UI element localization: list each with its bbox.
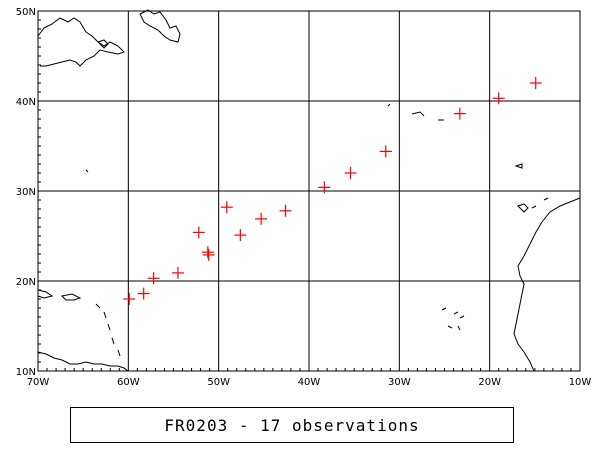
observation-marker — [123, 293, 136, 305]
caption-box: FR0203 - 17 observations — [70, 407, 514, 443]
lon-tick-label: 50W — [207, 377, 230, 388]
coastline-south-america — [37, 351, 129, 372]
caption-text: FR0203 - 17 observations — [164, 415, 420, 435]
observation-marker — [529, 77, 542, 89]
lon-tick-label: 30W — [388, 377, 411, 388]
observation-marker — [234, 229, 247, 242]
observation-marker — [202, 248, 215, 261]
map-frame — [37, 10, 581, 372]
coastline-cape-breton — [97, 39, 109, 49]
observation-marker — [453, 107, 466, 120]
observation-marker — [344, 167, 357, 179]
coastline-madeira — [514, 163, 523, 169]
observation-marker — [192, 226, 205, 239]
observation-marker — [147, 272, 160, 285]
coastlines — [37, 9, 581, 372]
coastline-cape-verde — [441, 307, 465, 331]
coastline-bermuda — [85, 169, 89, 173]
axis-labels: 70W 60W 50W 40W 30W 20W 10W 10N 20N 30N 40N 50N — [16, 7, 592, 388]
observation-markers — [123, 77, 542, 305]
observation-marker — [318, 181, 331, 194]
coastline-africa — [513, 197, 581, 372]
lon-tick-label: 10W — [569, 377, 592, 388]
coastline-azores — [387, 103, 444, 121]
lat-tick-label: 40N — [16, 97, 36, 108]
observation-marker — [492, 92, 505, 105]
lon-tick-label: 60W — [117, 377, 140, 388]
lat-tick-label: 10N — [16, 367, 36, 378]
coastline-caribbean-islands — [37, 289, 121, 357]
lon-tick-label: 70W — [27, 377, 50, 388]
lon-tick-label: 40W — [298, 377, 321, 388]
observation-marker — [137, 287, 150, 300]
coastline-canaries — [517, 197, 549, 213]
lon-tick-label: 20W — [478, 377, 501, 388]
lat-tick-label: 30N — [16, 187, 36, 198]
graticule — [38, 11, 580, 371]
observation-marker — [379, 145, 392, 158]
observation-marker — [255, 212, 268, 225]
lat-tick-label: 20N — [16, 277, 36, 288]
coastline-northeast-america — [37, 17, 125, 67]
coastline-newfoundland — [139, 9, 181, 43]
observation-marker — [279, 204, 292, 217]
lat-tick-label: 50N — [16, 7, 36, 18]
observation-marker — [172, 266, 185, 279]
observation-marker — [220, 201, 233, 214]
observation-marker — [201, 246, 214, 259]
